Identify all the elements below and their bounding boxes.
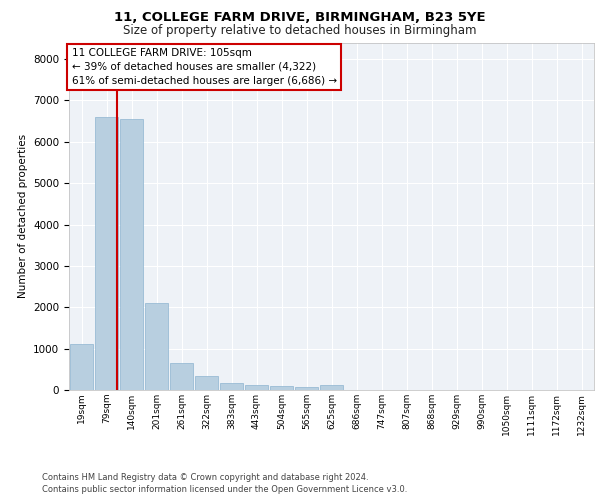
Bar [270, 386, 293, 390]
Text: Contains HM Land Registry data © Crown copyright and database right 2024.: Contains HM Land Registry data © Crown c… [42, 472, 368, 482]
Bar [220, 382, 243, 390]
Bar [95, 117, 118, 390]
Text: 11 COLLEGE FARM DRIVE: 105sqm
← 39% of detached houses are smaller (4,322)
61% o: 11 COLLEGE FARM DRIVE: 105sqm ← 39% of d… [71, 48, 337, 86]
Text: 11, COLLEGE FARM DRIVE, BIRMINGHAM, B23 5YE: 11, COLLEGE FARM DRIVE, BIRMINGHAM, B23 … [114, 11, 486, 24]
Bar [320, 386, 343, 390]
Bar [245, 386, 268, 390]
Text: Size of property relative to detached houses in Birmingham: Size of property relative to detached ho… [123, 24, 477, 37]
Bar [120, 119, 143, 390]
Bar [170, 363, 193, 390]
Text: Contains public sector information licensed under the Open Government Licence v3: Contains public sector information licen… [42, 485, 407, 494]
Bar [295, 386, 318, 390]
Bar [195, 376, 218, 390]
Bar [70, 344, 93, 390]
Y-axis label: Number of detached properties: Number of detached properties [17, 134, 28, 298]
Bar [145, 303, 168, 390]
